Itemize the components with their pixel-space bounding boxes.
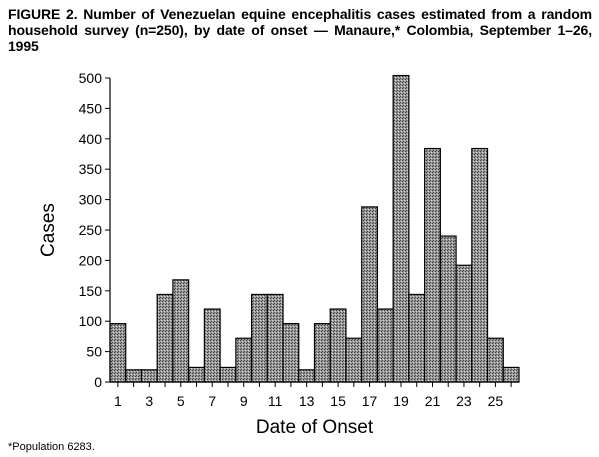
bar-day-21 — [424, 147, 441, 383]
bar-day-8 — [219, 366, 237, 383]
bars — [109, 74, 520, 383]
x-tick-label: 21 — [425, 393, 441, 409]
x-tick-label: 23 — [456, 393, 472, 409]
y-tick-label: 300 — [79, 192, 103, 208]
bar-day-11 — [266, 293, 284, 383]
x-tick-label: 5 — [177, 393, 185, 409]
x-tick-label: 13 — [299, 393, 315, 409]
bar-day-10 — [250, 293, 268, 383]
bar-day-7 — [203, 308, 221, 383]
bar-day-14 — [313, 323, 331, 383]
chart-container: 0 50 100 150 200 250 300 350 400 450 500 1 3 5 7 9 11 13 1… — [0, 70, 599, 440]
y-tick-label: 200 — [79, 252, 103, 268]
bar-day-5 — [172, 279, 190, 383]
bar-day-9 — [235, 337, 253, 383]
bar-day-13 — [298, 369, 316, 383]
bar-day-22 — [439, 235, 457, 383]
x-tick-label: 9 — [240, 393, 248, 409]
bar-day-15 — [329, 308, 347, 383]
footnote: *Population 6283. — [8, 441, 95, 453]
y-tick-label: 500 — [79, 70, 103, 86]
axes — [105, 77, 519, 387]
y-tick-label: 350 — [79, 161, 103, 177]
y-tick-label: 0 — [94, 374, 102, 390]
x-tick-label: 1 — [114, 393, 122, 409]
bar-day-6 — [188, 366, 205, 383]
x-tick-label: 19 — [393, 393, 409, 409]
y-tick-label: 150 — [79, 283, 103, 299]
bar-day-25 — [486, 337, 504, 383]
bar-day-4 — [156, 293, 174, 383]
y-tick-label: 100 — [79, 313, 103, 329]
bar-day-3 — [140, 369, 158, 383]
bar-day-20 — [408, 293, 426, 383]
y-tick-label: 250 — [79, 222, 103, 238]
x-tick-label: 7 — [208, 393, 216, 409]
bar-day-18 — [376, 308, 394, 383]
figure-title: FIGURE 2. Number of Venezuelan equine en… — [8, 6, 592, 54]
bar-day-23 — [455, 264, 473, 383]
x-tick-label: 17 — [362, 393, 378, 409]
x-tick-label: 11 — [268, 393, 283, 409]
bar-day-26 — [502, 366, 520, 383]
bar-day-12 — [282, 323, 300, 383]
x-tick-label: 3 — [145, 393, 153, 409]
x-tick-label: 25 — [488, 393, 504, 409]
bar-day-17 — [361, 206, 379, 383]
y-axis-label: Cases — [38, 203, 59, 257]
bar-day-1 — [109, 323, 127, 383]
x-axis-label: Date of Onset — [256, 417, 374, 438]
y-tick-label: 50 — [86, 344, 102, 360]
bar-day-16 — [345, 337, 363, 383]
y-tick-label: 400 — [79, 131, 103, 147]
x-tick-label: 15 — [330, 393, 346, 409]
y-tick-label: 450 — [79, 100, 103, 116]
bar-day-2 — [125, 369, 143, 383]
bar-day-19 — [392, 74, 410, 383]
bar-day-24 — [471, 147, 489, 383]
